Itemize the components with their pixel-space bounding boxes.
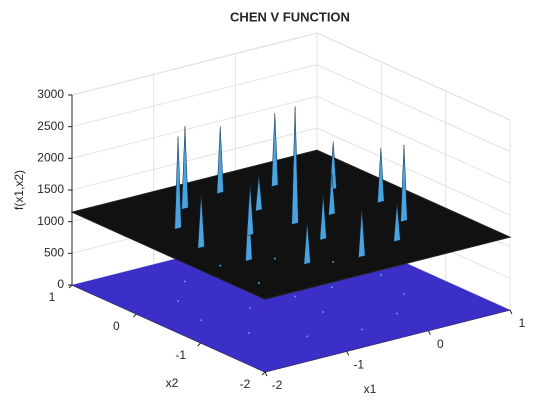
peak — [197, 193, 205, 249]
y-tick — [68, 284, 73, 289]
contour-dot — [360, 328, 363, 331]
y-tick-label: 1 — [49, 290, 56, 304]
chart-title: CHEN V FUNCTION — [230, 9, 350, 24]
x-tick — [427, 330, 431, 335]
peak — [377, 148, 385, 204]
x-tick-label: -2 — [272, 378, 283, 392]
contour-dot — [257, 282, 260, 284]
contour-dot — [200, 319, 203, 322]
z-axis-label: f(x1,x2) — [12, 170, 26, 210]
contour-dot — [402, 292, 405, 295]
grid-line — [316, 127, 511, 216]
contour-dot — [379, 273, 382, 276]
z-tick-label: 500 — [44, 246, 64, 260]
contour-dot — [219, 264, 222, 267]
contour-dot — [183, 280, 186, 283]
y-tick — [197, 342, 202, 347]
x-tick-label: -1 — [353, 358, 364, 372]
grid-line — [316, 64, 511, 153]
x-axis-label: x1 — [364, 382, 377, 396]
z-tick-label: 1500 — [37, 182, 64, 196]
peak — [181, 126, 189, 210]
contour-dot — [306, 335, 309, 338]
z-tick-label: 2000 — [37, 151, 64, 165]
grid-line — [316, 32, 511, 121]
surface-plane — [70, 149, 512, 300]
contour-dot — [330, 286, 333, 289]
peak — [400, 144, 408, 223]
peak — [291, 106, 299, 225]
y-tick — [132, 313, 137, 318]
peak — [255, 175, 263, 212]
peak — [246, 184, 254, 237]
contour-dot — [396, 312, 399, 315]
peak — [393, 202, 401, 243]
peak — [358, 209, 366, 258]
contour-dot — [332, 260, 335, 263]
grid-line — [316, 95, 511, 184]
peak — [271, 112, 279, 187]
peak — [216, 126, 224, 194]
z-tick-label: 2500 — [37, 119, 64, 133]
x-tick — [346, 351, 350, 356]
x-tick-label: 1 — [519, 316, 526, 330]
y-tick — [261, 371, 266, 376]
contour-dot — [273, 257, 276, 260]
contour-dot — [177, 300, 180, 303]
contour-dot — [294, 295, 297, 298]
x-tick-label: 0 — [437, 337, 444, 351]
y-tick-label: -2 — [240, 377, 251, 391]
contour-dot — [247, 332, 250, 335]
z-tick-label: 3000 — [37, 87, 64, 101]
grid-line — [71, 32, 318, 96]
y-axis-label: x2 — [166, 376, 179, 390]
peak — [174, 136, 182, 230]
grid-line — [71, 64, 318, 128]
peak — [319, 194, 327, 241]
contour-dot — [322, 311, 325, 313]
grid-line — [71, 95, 318, 159]
x-tick — [264, 371, 268, 377]
plot-layer — [70, 106, 512, 372]
contour-dot — [249, 306, 252, 309]
peak — [328, 173, 336, 216]
z-tick-label: 1000 — [37, 214, 64, 228]
x-tick — [509, 309, 513, 315]
peak — [303, 222, 311, 265]
y-tick-label: 0 — [113, 319, 120, 333]
y-tick-label: -1 — [175, 348, 186, 362]
z-tick-label: 0 — [57, 277, 64, 291]
